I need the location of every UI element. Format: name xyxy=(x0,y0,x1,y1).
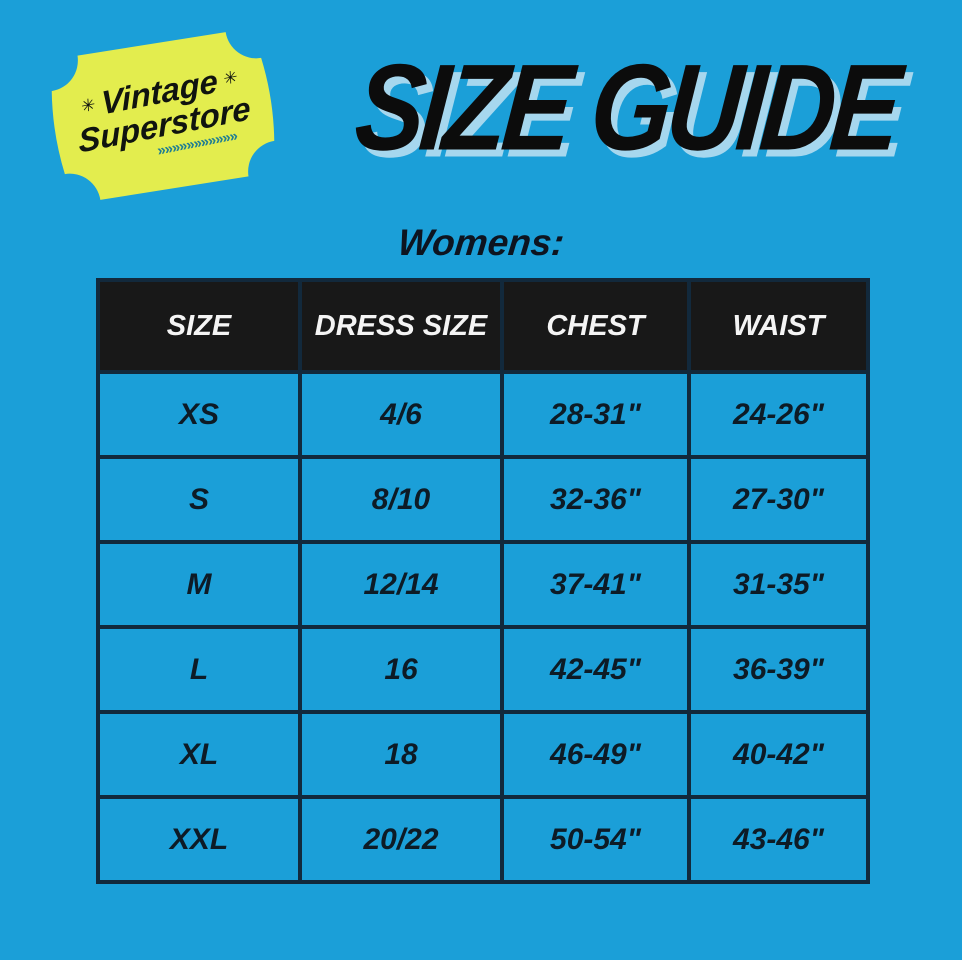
table-cell: 28-31" xyxy=(500,370,691,459)
table-cell: 42-45" xyxy=(500,625,691,714)
table-cell: 32-36" xyxy=(500,455,691,544)
section-label-womens: Womens: xyxy=(395,222,567,263)
table-row: XL 18 46-49" 40-42" xyxy=(96,710,870,799)
table-cell: 37-41" xyxy=(500,540,691,629)
table-cell: XL xyxy=(96,710,302,799)
sparkle-left-icon: ✳ xyxy=(80,94,96,117)
badge-content: ✳ Vintage ✳ Superstore »»»»»»»»»»» xyxy=(41,22,285,211)
badge-shape xyxy=(51,32,275,200)
table-cell: 40-42" xyxy=(687,710,870,799)
table-cell: 16 xyxy=(298,625,504,714)
table-row: XXL 20/22 50-54" 43-46" xyxy=(96,795,870,884)
table-cell: 12/14 xyxy=(298,540,504,629)
table-cell: S xyxy=(96,455,302,544)
table-cell: XS xyxy=(96,370,302,459)
page-title: SIZE GUIDE xyxy=(350,38,902,176)
table-header-cell: SIZE xyxy=(96,278,302,374)
table-header-cell: WAIST xyxy=(687,278,870,374)
table-header-cell: DRESS SIZE xyxy=(298,278,504,374)
table-cell: 36-39" xyxy=(687,625,870,714)
table-cell: L xyxy=(96,625,302,714)
table-cell: M xyxy=(96,540,302,629)
sparkle-right-icon: ✳ xyxy=(222,66,238,89)
table-cell: 50-54" xyxy=(500,795,691,884)
size-table-body: XS 4/6 28-31" 24-26" S 8/10 32-36" 27-30" M 12/14… xyxy=(96,370,870,884)
table-cell: 43-46" xyxy=(687,795,870,884)
table-row: S 8/10 32-36" 27-30" xyxy=(96,455,870,544)
size-table: SIZE DRESS SIZE CHEST WAIST XS 4/6 28-31" 24-2… xyxy=(96,278,870,884)
table-row: L 16 42-45" 36-39" xyxy=(96,625,870,714)
table-cell: 24-26" xyxy=(687,370,870,459)
table-cell: XXL xyxy=(96,795,302,884)
size-table-header-row: SIZE DRESS SIZE CHEST WAIST xyxy=(96,278,870,374)
table-row: XS 4/6 28-31" 24-26" xyxy=(96,370,870,459)
table-header-cell: CHEST xyxy=(500,278,691,374)
vintage-superstore-logo: ✳ Vintage ✳ Superstore »»»»»»»»»»» xyxy=(41,22,285,211)
table-cell: 27-30" xyxy=(687,455,870,544)
table-cell: 20/22 xyxy=(298,795,504,884)
table-row: M 12/14 37-41" 31-35" xyxy=(96,540,870,629)
table-cell: 18 xyxy=(298,710,504,799)
table-cell: 46-49" xyxy=(500,710,691,799)
table-cell: 8/10 xyxy=(298,455,504,544)
table-cell: 31-35" xyxy=(687,540,870,629)
table-cell: 4/6 xyxy=(298,370,504,459)
